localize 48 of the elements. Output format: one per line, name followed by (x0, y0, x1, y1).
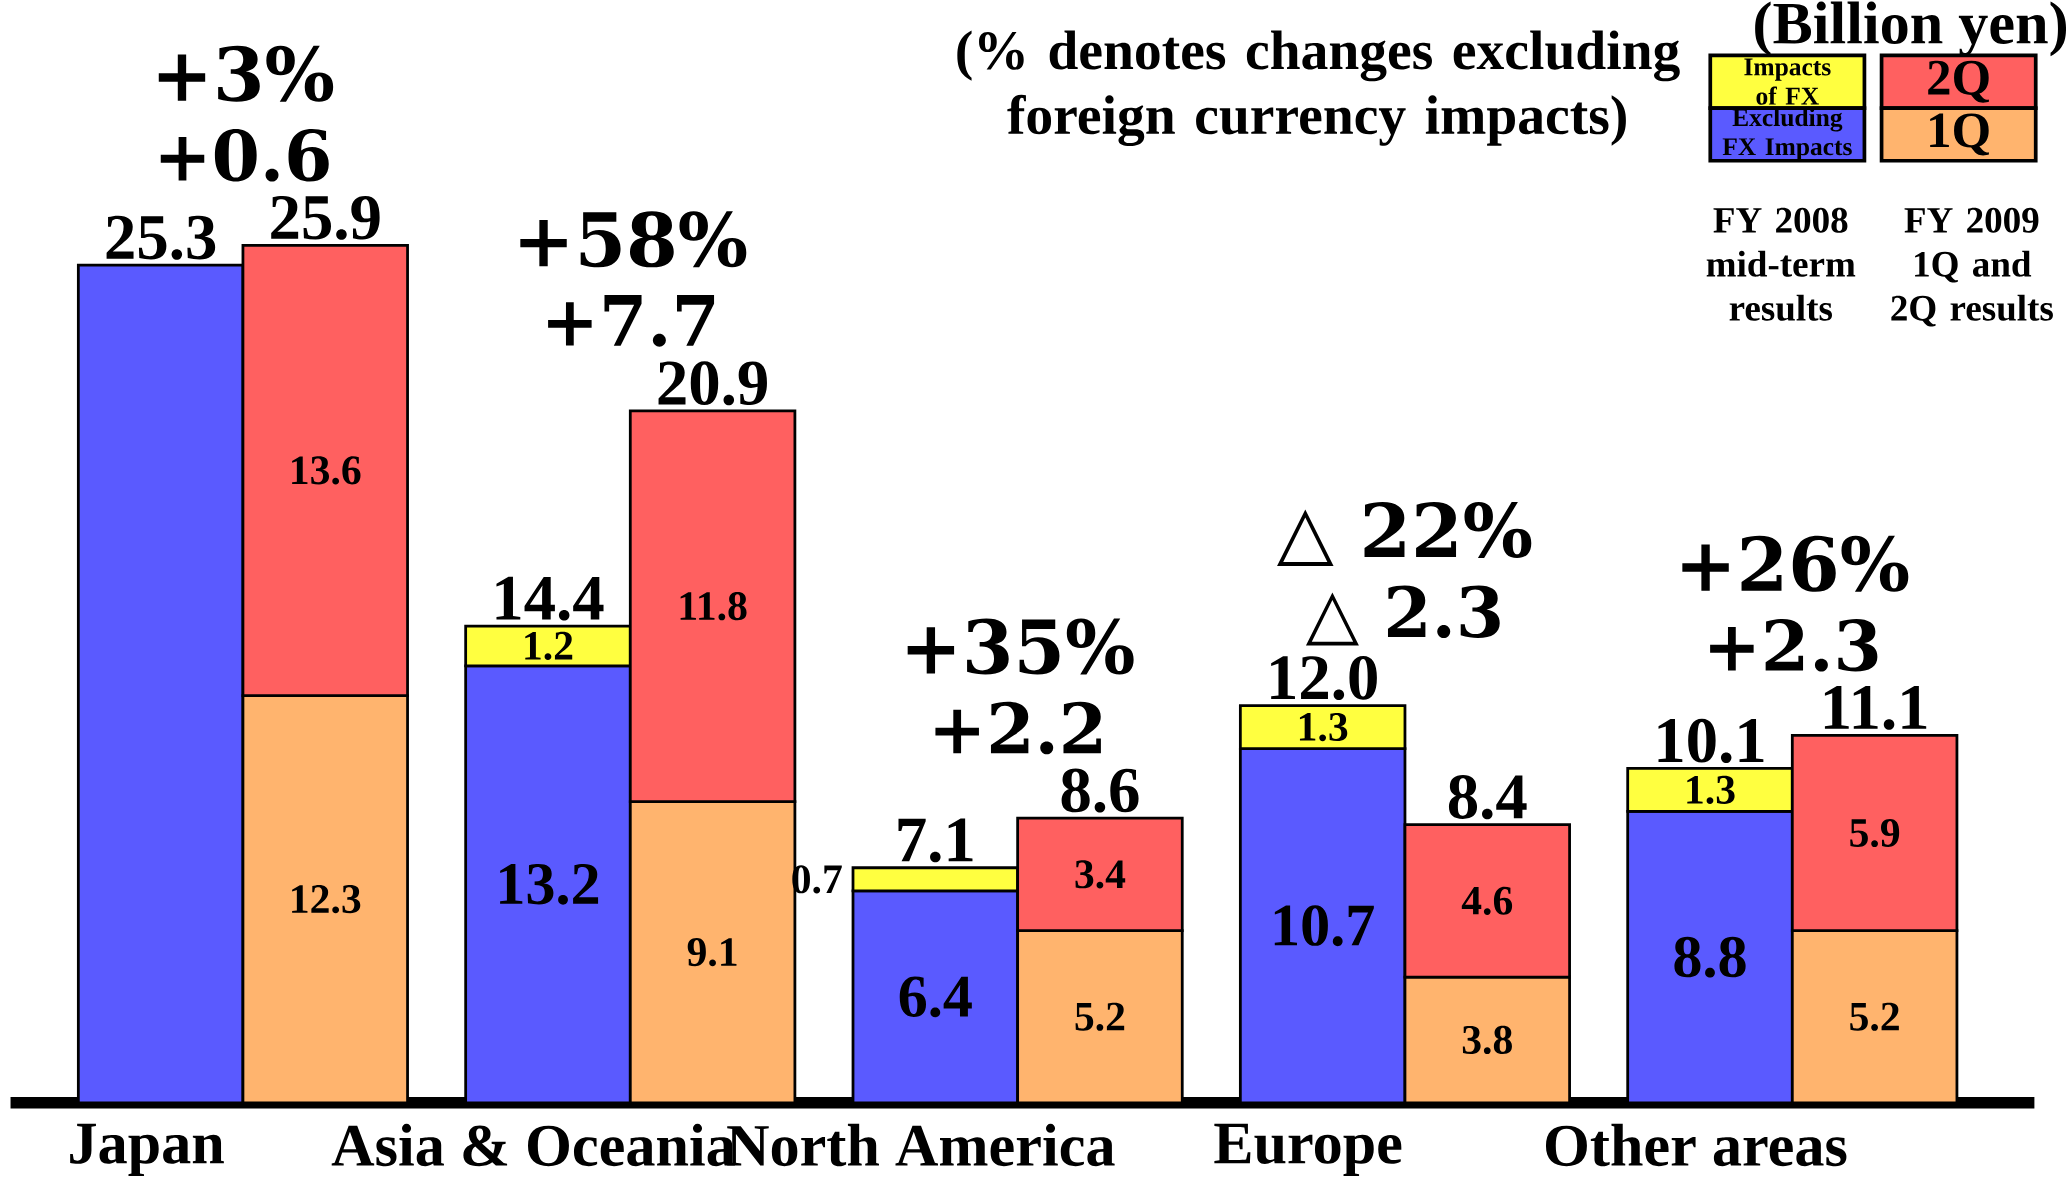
text: 1Q (1930, 113, 1989, 156)
x-tick-label: Other areas (1545, 1124, 1847, 1167)
annotation: △ 2.3 (1305, 585, 1500, 646)
data-label: 5.9 (1850, 819, 1900, 848)
data-label: 10.7 (1274, 905, 1374, 947)
data-label: 8.8 (1674, 936, 1746, 978)
annotation: +2.2 (935, 701, 1101, 755)
total-label: 8.6 (1061, 768, 1139, 813)
text: (Billion yen) (1755, 1, 2066, 57)
x-tick-label: Europe (1214, 1123, 1402, 1177)
total-label: 8.4 (1448, 775, 1527, 820)
text: +0.6 (160, 129, 329, 182)
total-label: 25.3 (106, 215, 216, 260)
data-label: 3.8 (1462, 1025, 1512, 1055)
x-tick-label: Japan (70, 1123, 224, 1177)
total-label: 7.1 (898, 818, 973, 863)
annotation: FY 2008 mid-term results (1706, 207, 1856, 322)
annotation: FY 2009 1Q and 2Q results (1891, 207, 2053, 327)
annotation: +2.3 (1710, 619, 1878, 672)
text: 2Q (1928, 60, 1989, 103)
data-label: 5.2 (1075, 1002, 1125, 1032)
text: (% denotes changes excluding foreign currency impacts) (957, 30, 1680, 147)
data-label: 11.8 (680, 592, 747, 621)
annotation: △ 22% (1277, 502, 1532, 567)
text: +3% (158, 46, 334, 102)
data-label: 12.3 (292, 885, 361, 914)
data-label: 3.4 (1075, 860, 1126, 889)
data-label: 1.3 (1687, 776, 1735, 805)
data-label: 13.2 (500, 864, 599, 905)
annotation: +35% (907, 618, 1134, 675)
data-label: 1.3 (1299, 713, 1348, 742)
data-label: 13.6 (292, 456, 361, 485)
total-label: 11.1 (1824, 686, 1927, 730)
data-label: 5.2 (1850, 1002, 1899, 1032)
data-label: 4.6 (1461, 886, 1513, 916)
text: Impacts of FX (1744, 58, 1831, 105)
data-label: 6.4 (899, 976, 972, 1018)
data-label: 9.1 (687, 938, 737, 967)
annotation: +58% (520, 211, 747, 268)
text: Excluding FX Impacts (1722, 108, 1852, 161)
total-label: 25.9 (271, 196, 380, 240)
annotation: +26% (1682, 535, 1909, 592)
annotation: +7.7 (548, 295, 715, 347)
total-label: 20.9 (658, 361, 767, 406)
total-label: 12.0 (1271, 656, 1377, 701)
data-label: 1.2 (525, 632, 573, 661)
total-label: 14.4 (496, 576, 604, 621)
total-label: 10.1 (1658, 718, 1764, 764)
